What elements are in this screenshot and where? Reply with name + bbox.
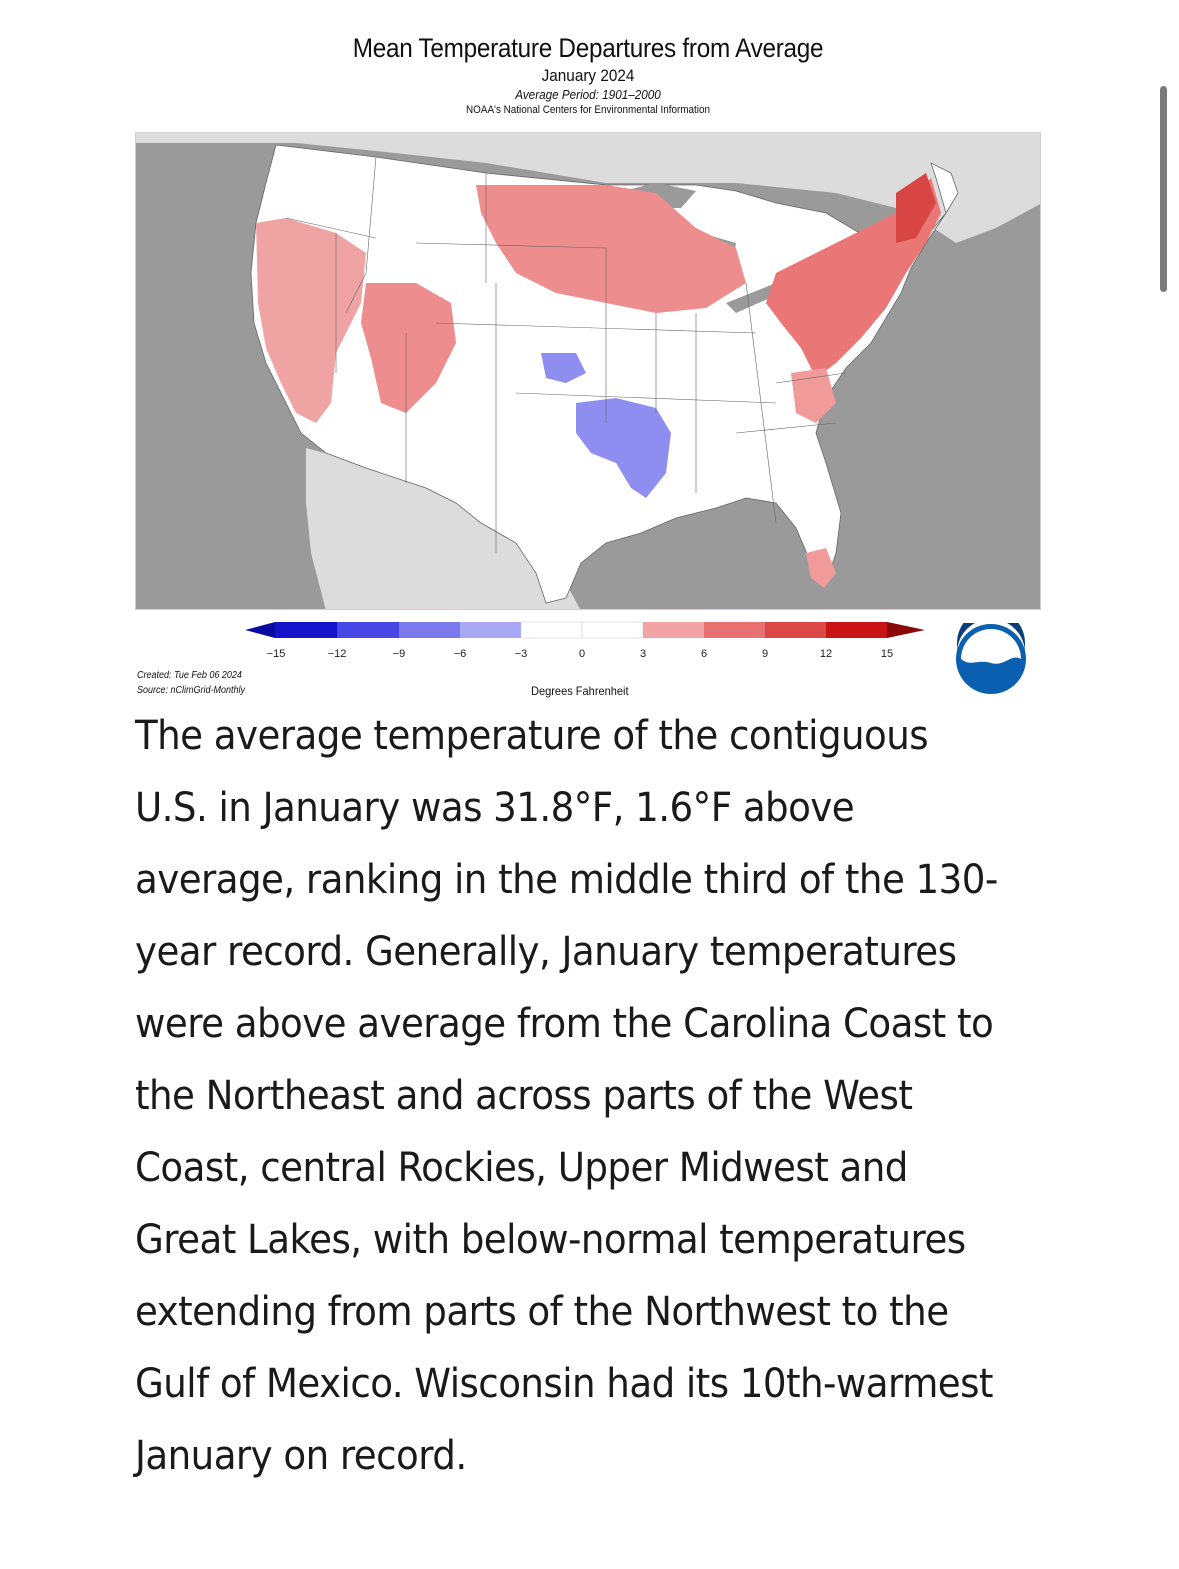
temperature-map xyxy=(135,132,1041,610)
legend-tick: 15 xyxy=(880,648,894,660)
map-agency: NOAA's National Centers for Environmenta… xyxy=(465,104,710,116)
legend-tick: 9 xyxy=(761,648,769,660)
legend-tick: −3 xyxy=(514,648,528,660)
legend-bin-3 xyxy=(399,622,460,638)
anomaly-upper-midwest xyxy=(476,185,746,313)
noaa-logo-text: NOAA xyxy=(975,634,1007,646)
noaa-logo-icon: NOAA xyxy=(956,623,1026,694)
created-date: Created: Tue Feb 06 2024 xyxy=(137,670,242,681)
legend-bin-8 xyxy=(704,622,765,638)
anomaly-central-rockies xyxy=(361,283,456,413)
anomaly-west-coast xyxy=(256,218,366,423)
legend-bin-9 xyxy=(765,622,826,638)
anomaly-south-central xyxy=(576,398,671,498)
map-subtitle: January 2024 xyxy=(541,66,635,85)
summary-paragraph: The average temperature of the contiguou… xyxy=(135,713,998,1479)
data-source: Source: nClimGrid-Monthly xyxy=(137,685,246,696)
lake-erie xyxy=(726,283,781,313)
map-credits: Created: Tue Feb 06 2024 Source: nClimGr… xyxy=(137,668,245,698)
legend-bin-2 xyxy=(337,622,399,638)
us-map-svg xyxy=(136,133,1040,609)
legend-arrow-cold xyxy=(245,622,275,638)
map-legend xyxy=(245,621,925,639)
anomaly-maine xyxy=(896,173,936,243)
legend-tick: −9 xyxy=(392,648,406,660)
legend-tick: 0 xyxy=(578,648,586,660)
canada-land xyxy=(136,133,1040,243)
legend-tick: −15 xyxy=(266,648,286,660)
map-header: Mean Temperature Departures from Average… xyxy=(135,30,1041,117)
legend-tick: −12 xyxy=(327,648,347,660)
legend-tick: 12 xyxy=(819,648,833,660)
map-average-period: Average Period: 1901–2000 xyxy=(515,87,661,102)
legend-tick: 6 xyxy=(700,648,708,660)
legend-bin-1 xyxy=(275,622,337,638)
legend-tick: −6 xyxy=(453,648,467,660)
anomaly-florida xyxy=(806,548,836,588)
anomaly-kansas xyxy=(541,353,586,383)
legend-tick: 3 xyxy=(639,648,647,660)
state-borders xyxy=(285,156,847,553)
anomaly-carolinas xyxy=(791,368,836,423)
mexico-land xyxy=(306,448,580,609)
legend-units: Degrees Fahrenheit xyxy=(531,684,629,698)
legend-bin-4 xyxy=(460,622,521,638)
legend-bin-7 xyxy=(643,622,704,638)
legend-bin-6 xyxy=(581,621,644,639)
legend-arrow-warm xyxy=(887,622,925,638)
scrollbar[interactable] xyxy=(1160,86,1167,292)
map-title: Mean Temperature Departures from Average xyxy=(352,33,824,63)
legend-bin-10 xyxy=(826,622,887,638)
legend-bin-5 xyxy=(520,621,583,639)
